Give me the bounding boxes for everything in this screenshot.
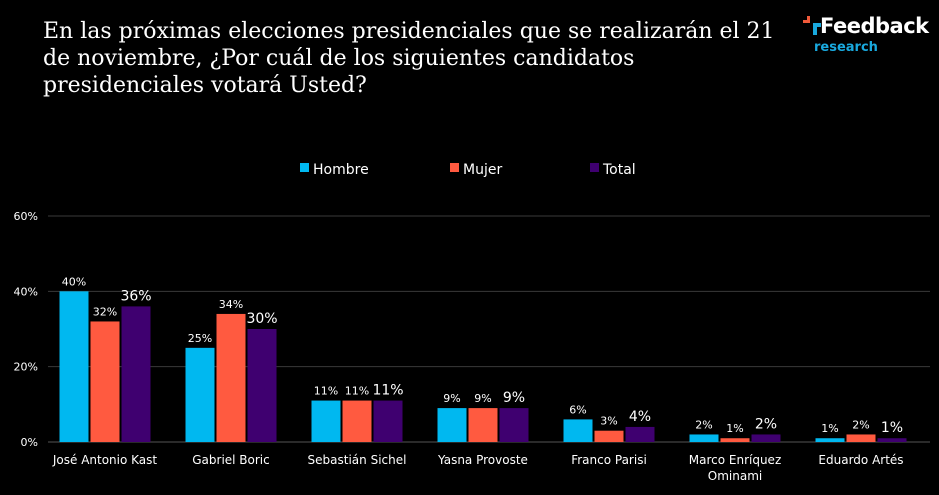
- data-label: 2%: [695, 418, 712, 431]
- data-label: 34%: [219, 298, 243, 311]
- bar: [877, 438, 907, 442]
- bar: [499, 408, 529, 442]
- bar: [437, 408, 467, 442]
- legend-label: Total: [602, 162, 636, 178]
- category-label: Eduardo Artés: [818, 453, 903, 467]
- bar: [468, 408, 498, 442]
- data-label: 3%: [600, 415, 617, 428]
- bar: [594, 430, 624, 442]
- legend-swatch: [590, 163, 599, 172]
- bar: [689, 434, 719, 442]
- bar: [311, 400, 341, 442]
- legend-swatch: [450, 163, 459, 172]
- legend-label: Hombre: [313, 162, 369, 178]
- data-label: 11%: [314, 385, 338, 398]
- category-label: Franco Parisi: [571, 453, 647, 467]
- feedback-research-logo: Feedback research: [800, 14, 930, 55]
- data-label: 9%: [474, 392, 491, 405]
- data-label: 9%: [443, 392, 460, 405]
- category-label: Yasna Provoste: [437, 453, 528, 467]
- y-tick-label: 60%: [14, 210, 38, 223]
- data-label: 30%: [246, 311, 277, 327]
- bar: [720, 438, 750, 442]
- bar: [751, 434, 781, 442]
- logo-sub: research: [814, 40, 878, 55]
- category-label: Sebastián Sichel: [308, 453, 407, 467]
- logo-brand: Feedback: [820, 14, 929, 38]
- category-label: Gabriel Boric: [192, 453, 270, 467]
- bar: [59, 291, 89, 442]
- data-label: 1%: [726, 422, 743, 435]
- category-label: Marco Enríquez: [689, 453, 782, 467]
- bar: [247, 329, 277, 442]
- data-label: 1%: [821, 422, 838, 435]
- y-tick-label: 40%: [14, 285, 38, 298]
- bar: [846, 434, 876, 442]
- bar: [185, 347, 215, 442]
- data-label: 6%: [569, 403, 586, 416]
- bar: [121, 306, 151, 442]
- category-label: José Antonio Kast: [52, 453, 158, 467]
- bar: [373, 400, 403, 442]
- bar: [216, 313, 246, 442]
- bar: [563, 419, 593, 442]
- data-label: 25%: [188, 332, 212, 345]
- data-label: 1%: [881, 420, 903, 436]
- bar: [815, 438, 845, 442]
- category-label: Ominami: [708, 469, 762, 483]
- legend-swatch: [300, 163, 309, 172]
- chart-title: En las próximas elecciones presidenciale…: [43, 19, 775, 98]
- data-label: 11%: [372, 383, 403, 399]
- data-label: 2%: [755, 416, 777, 432]
- data-label: 40%: [62, 275, 86, 288]
- data-label: 4%: [629, 409, 651, 425]
- bar: [90, 321, 120, 442]
- data-label: 2%: [852, 418, 869, 431]
- data-label: 32%: [93, 305, 117, 318]
- data-label: 11%: [345, 385, 369, 398]
- bar: [625, 426, 655, 442]
- y-tick-label: 0%: [21, 436, 38, 449]
- legend-label: Mujer: [463, 162, 502, 178]
- logo-mark-red-icon: [803, 16, 810, 23]
- data-label: 36%: [120, 288, 151, 304]
- logo-mark-blue-icon: [813, 23, 821, 35]
- y-tick-label: 20%: [14, 361, 38, 374]
- data-label: 9%: [503, 390, 525, 406]
- bar: [342, 400, 372, 442]
